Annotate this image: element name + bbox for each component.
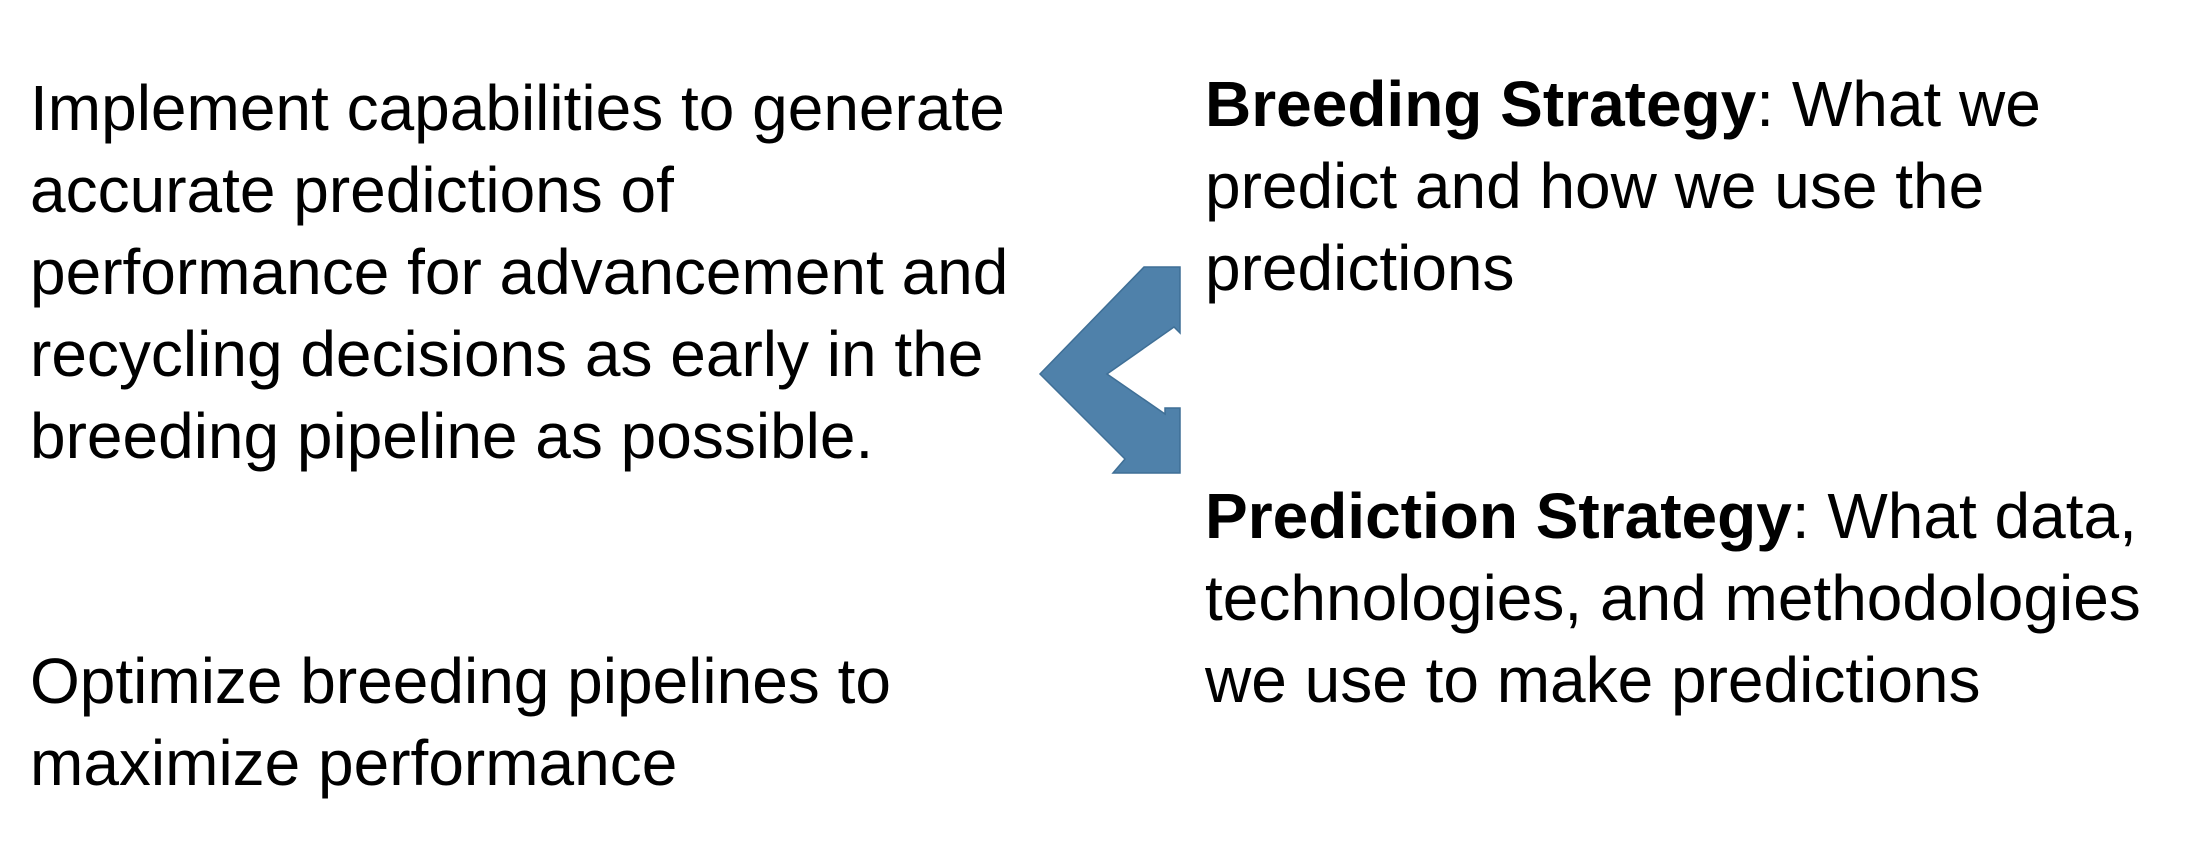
goal-accurate-predictions: Implement capabilities to generate accur… (30, 72, 1009, 472)
breeding-strategy-text: : What we predict and how we use the pre… (1205, 68, 2041, 304)
prediction-strategy-title: Prediction Strategy (1205, 480, 1792, 552)
prediction-strategy-text: : What data, technologies, and methodolo… (1205, 480, 2141, 716)
breeding-strategy-title: Breeding Strategy (1205, 68, 1757, 140)
goal-optimize-pipelines: Optimize breeding pipelines to maximize … (30, 645, 891, 799)
breeding-strategy: Breeding Strategy: What we predict and h… (1205, 63, 2165, 309)
chevron-arrow-shape (1038, 266, 1181, 474)
prediction-strategy: Prediction Strategy: What data, technolo… (1205, 475, 2165, 721)
